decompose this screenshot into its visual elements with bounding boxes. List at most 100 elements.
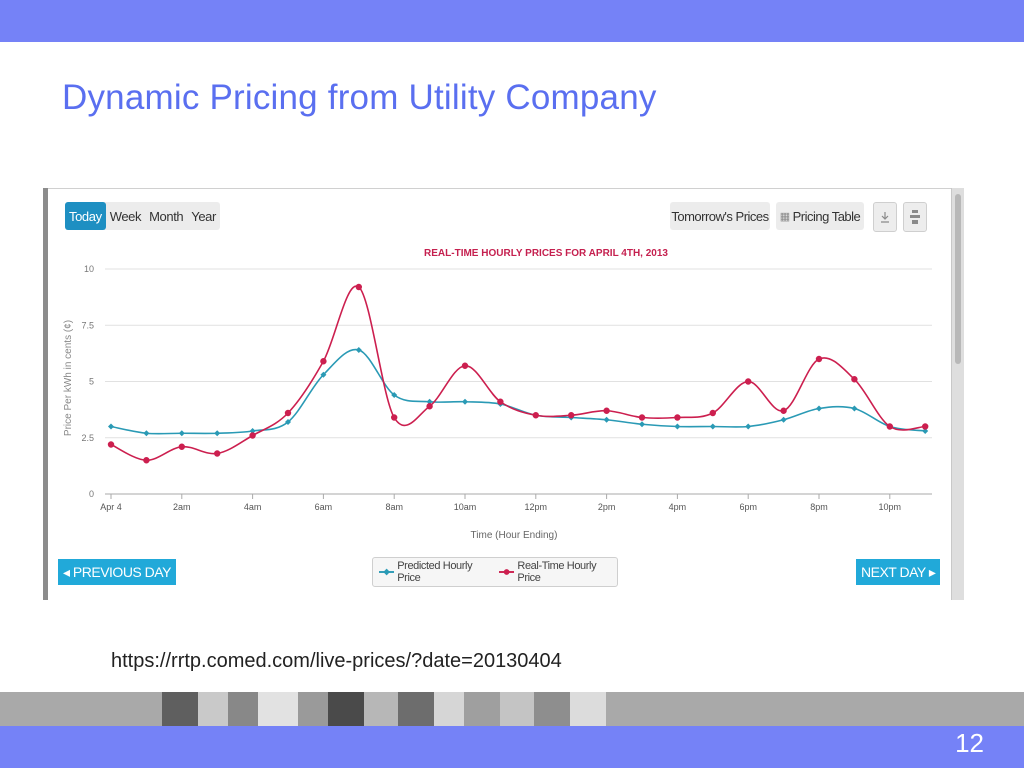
predicted-point[interactable] — [780, 416, 787, 423]
legend-item-realtime[interactable]: Real-Time Hourly Price — [499, 560, 617, 584]
chart-title: REAL-TIME HOURLY PRICES FOR APRIL 4TH, 2… — [424, 248, 668, 259]
x-tick-label: 12pm — [525, 502, 548, 512]
x-tick-label: 6am — [315, 502, 333, 512]
x-tick-label: 8am — [385, 502, 403, 512]
table-icon: ▦ — [779, 210, 790, 223]
realtime-point[interactable] — [780, 407, 787, 414]
x-axis-label: Time (Hour Ending) — [471, 530, 558, 541]
x-tick-label: 8pm — [810, 502, 828, 512]
scrollbar-track[interactable] — [951, 188, 964, 600]
realtime-point[interactable] — [107, 441, 115, 448]
print-icon[interactable] — [903, 202, 927, 232]
footer-band — [0, 692, 1024, 726]
tomorrows-prices-button[interactable]: Tomorrow's Prices — [670, 202, 770, 230]
predicted-point[interactable] — [639, 421, 645, 428]
realtime-point[interactable] — [568, 412, 575, 419]
pricing-screenshot: Today Week Month Year Tomorrow's Prices … — [43, 188, 964, 600]
realtime-point[interactable] — [851, 376, 858, 383]
predicted-point[interactable] — [355, 347, 362, 353]
predicted-point[interactable] — [320, 371, 327, 378]
range-today-button[interactable]: Today — [65, 202, 106, 230]
legend-item-predicted[interactable]: Predicted Hourly Price — [379, 560, 493, 584]
predicted-point[interactable] — [709, 423, 716, 430]
predicted-point[interactable] — [178, 430, 185, 437]
x-tick-label: 4pm — [669, 502, 687, 512]
y-tick-label: 10 — [84, 264, 94, 274]
predicted-point[interactable] — [462, 398, 468, 405]
slide-title: Dynamic Pricing from Utility Company — [62, 78, 657, 117]
screenshot-left-edge — [43, 188, 48, 600]
realtime-point[interactable] — [143, 457, 150, 464]
scrollbar-thumb[interactable] — [955, 194, 961, 364]
predicted-point[interactable] — [816, 405, 822, 412]
realtime-point[interactable] — [355, 283, 362, 291]
x-tick-label: 6pm — [739, 502, 757, 512]
realtime-series-line — [110, 285, 926, 462]
y-tick-label: 7.5 — [81, 320, 94, 330]
range-selector: Today Week Month Year — [65, 202, 220, 230]
x-tick-label: 2pm — [598, 502, 616, 512]
y-tick-label: 0 — [89, 489, 94, 499]
next-day-label: NEXT DAY ▸ — [861, 563, 936, 580]
realtime-point[interactable] — [461, 362, 469, 369]
chart-legend: Predicted Hourly Price Real-Time Hourly … — [372, 557, 618, 587]
realtime-point[interactable] — [745, 378, 752, 385]
realtime-point[interactable] — [391, 414, 398, 421]
realtime-point[interactable] — [815, 355, 823, 363]
realtime-swatch-icon — [499, 569, 515, 575]
slide-top-bar — [0, 0, 1024, 42]
x-tick-label: 2am — [173, 502, 191, 512]
realtime-point[interactable] — [320, 358, 327, 365]
source-url[interactable]: https://rrtp.comed.com/live-prices/?date… — [111, 650, 562, 672]
predicted-point[interactable] — [143, 430, 150, 437]
realtime-point[interactable] — [603, 407, 610, 414]
x-tick-label: Apr 4 — [100, 502, 122, 512]
range-month-button[interactable]: Month — [149, 208, 184, 224]
predicted-point[interactable] — [249, 428, 256, 434]
predicted-point[interactable] — [285, 419, 291, 425]
x-tick-label: 10am — [454, 502, 477, 512]
y-tick-label: 2.5 — [81, 433, 94, 443]
predicted-point[interactable] — [214, 430, 221, 437]
download-icon[interactable] — [873, 202, 897, 232]
predicted-point[interactable] — [603, 416, 610, 423]
pricing-table-button[interactable]: ▦ Pricing Table — [776, 202, 864, 230]
predicted-swatch-icon — [379, 568, 395, 576]
realtime-point[interactable] — [638, 414, 646, 421]
pricing-table-label: Pricing Table — [792, 208, 861, 224]
realtime-point[interactable] — [922, 423, 929, 430]
screenshot-top-rule — [48, 188, 952, 189]
x-tick-label: 4am — [244, 502, 262, 512]
legend-label-realtime: Real-Time Hourly Price — [517, 560, 597, 584]
realtime-point[interactable] — [178, 443, 185, 450]
predicted-point[interactable] — [745, 423, 752, 430]
realtime-point[interactable] — [532, 412, 539, 419]
predicted-point[interactable] — [922, 428, 929, 434]
realtime-point[interactable] — [214, 450, 221, 457]
predicted-point[interactable] — [851, 405, 858, 412]
realtime-point[interactable] — [674, 414, 681, 421]
y-axis-label: Price Per kWh in cents (¢) — [63, 320, 74, 436]
realtime-point[interactable] — [709, 409, 716, 417]
previous-day-label: ◂ PREVIOUS DAY — [63, 563, 171, 580]
realtime-point[interactable] — [284, 409, 292, 417]
page-number: 12 — [955, 728, 984, 758]
slide-bottom-bar — [0, 726, 1024, 768]
predicted-point[interactable] — [674, 423, 681, 430]
range-week-button[interactable]: Week — [109, 208, 142, 224]
previous-day-button[interactable]: ◂ PREVIOUS DAY — [58, 559, 176, 585]
realtime-point[interactable] — [497, 398, 504, 405]
realtime-point[interactable] — [426, 403, 433, 410]
tomorrows-prices-label: Tomorrow's Prices — [671, 208, 769, 224]
predicted-point[interactable] — [108, 423, 114, 430]
predicted-point[interactable] — [426, 398, 433, 405]
predicted-series-line — [110, 348, 926, 435]
range-year-button[interactable]: Year — [191, 208, 216, 224]
realtime-point[interactable] — [886, 423, 893, 430]
realtime-point[interactable] — [249, 432, 256, 439]
x-tick-label: 10pm — [879, 502, 902, 512]
next-day-button[interactable]: NEXT DAY ▸ — [856, 559, 941, 585]
y-tick-label: 5 — [89, 377, 94, 387]
footer-photo-strip — [162, 692, 606, 726]
predicted-point[interactable] — [391, 392, 398, 398]
